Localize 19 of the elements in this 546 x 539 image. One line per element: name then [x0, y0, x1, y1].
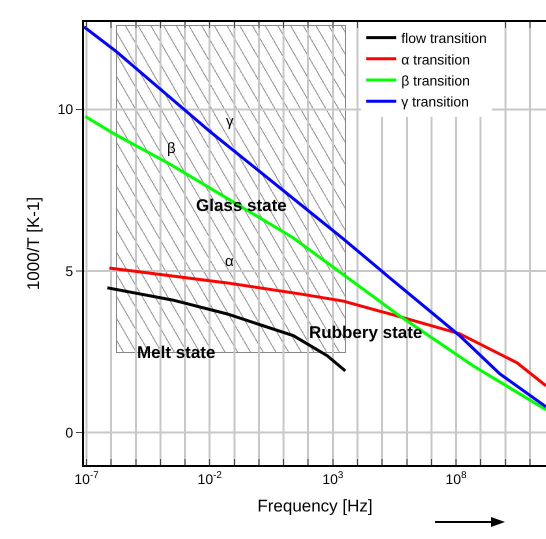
annotation: α — [225, 253, 234, 270]
y-tick-label: 0 — [65, 424, 74, 441]
annotation: Melt state — [137, 343, 216, 362]
legend-label: α transition — [401, 51, 470, 68]
annotation: β — [167, 140, 176, 157]
legend-label: flow transition — [401, 30, 487, 46]
annotation: γ — [226, 113, 234, 130]
y-tick-label: 5 — [65, 262, 74, 279]
x-tick-label: 10$^{3}$ — [322, 470, 344, 487]
annotation: Rubbery state — [309, 323, 422, 342]
x-tick-label: 10$^{-7}$ — [74, 470, 99, 487]
legend-label: β transition — [401, 72, 470, 88]
x-tick-label: 10$^{8}$ — [445, 470, 468, 487]
x-tick-label: 10$^{-2}$ — [198, 470, 222, 487]
legend-label: γ transition — [401, 94, 469, 110]
x-axis-title: Frequency [Hz] — [257, 496, 373, 516]
y-tick-label: 10 — [58, 101, 74, 118]
y-axis-title: 1000/T [K-1] — [24, 196, 43, 290]
annotation: Glass state — [196, 196, 287, 215]
